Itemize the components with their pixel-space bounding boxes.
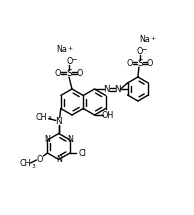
Text: Na: Na xyxy=(139,35,150,45)
Text: Na: Na xyxy=(57,46,68,54)
Text: O: O xyxy=(36,155,43,163)
Text: 3: 3 xyxy=(48,117,52,121)
Text: S: S xyxy=(137,58,143,68)
Text: O: O xyxy=(55,69,61,77)
Text: O: O xyxy=(147,58,153,68)
Text: +: + xyxy=(68,46,73,51)
Text: Cl: Cl xyxy=(78,149,86,158)
Text: CH: CH xyxy=(36,113,48,122)
Text: OH: OH xyxy=(101,111,114,120)
Text: O: O xyxy=(77,69,83,77)
Text: N: N xyxy=(56,155,62,164)
Text: 3: 3 xyxy=(32,163,35,169)
Text: N: N xyxy=(55,117,62,126)
Text: −: − xyxy=(71,57,77,63)
Text: O: O xyxy=(127,58,133,68)
Text: +: + xyxy=(150,35,155,40)
Text: O: O xyxy=(137,48,143,57)
Text: N: N xyxy=(103,84,110,94)
Text: N: N xyxy=(45,135,50,144)
Text: −: − xyxy=(141,47,147,53)
Text: N: N xyxy=(114,84,121,94)
Text: N: N xyxy=(67,135,73,144)
Text: CH: CH xyxy=(20,160,31,169)
Text: O: O xyxy=(67,57,73,66)
Text: S: S xyxy=(66,69,72,77)
